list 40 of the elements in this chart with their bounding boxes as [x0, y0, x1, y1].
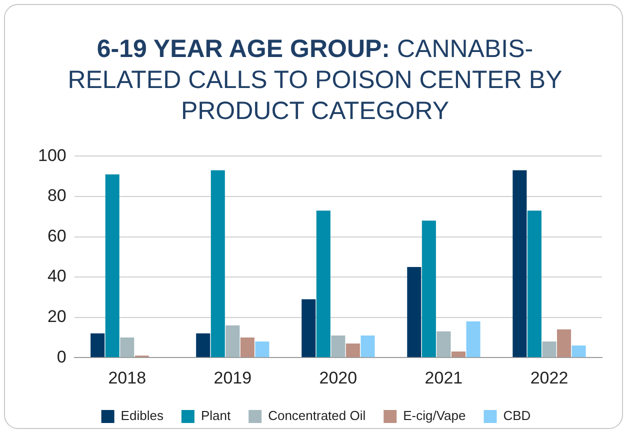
y-tick-label: 20	[47, 307, 66, 326]
bar	[226, 325, 240, 358]
bar	[90, 333, 105, 358]
bar	[240, 337, 254, 358]
y-tick-label: 80	[47, 186, 66, 206]
y-tick-label: 100	[38, 146, 66, 165]
bar	[331, 335, 346, 358]
bar	[422, 220, 436, 358]
bar	[451, 352, 466, 358]
legend-label: Edibles	[120, 408, 164, 424]
chart-title: 6-19 YEAR AGE GROUP: CANNABIS-RELATED CALLS TO POISON CENTER BY PRODUCT CATEGORY	[66, 34, 564, 127]
bar	[527, 210, 542, 358]
bar	[436, 331, 451, 358]
bar	[360, 335, 375, 358]
bar	[572, 346, 586, 358]
bar	[512, 170, 527, 358]
bar	[346, 344, 360, 358]
bar	[556, 329, 572, 358]
bar	[466, 321, 480, 358]
bar	[210, 170, 225, 358]
legend-label: Plant	[200, 408, 231, 424]
y-tick-label: 40	[47, 266, 66, 286]
bar	[120, 337, 134, 358]
bar	[407, 266, 422, 358]
bar	[302, 299, 316, 358]
bar	[196, 333, 210, 358]
bar	[316, 210, 330, 358]
legend-label: E-cig/Vape	[403, 408, 466, 424]
y-tick-label: 60	[47, 226, 66, 246]
legend-label: Concentrated Oil	[268, 408, 366, 424]
legend-label: CBD	[503, 408, 531, 424]
x-tick-label: 2022	[530, 368, 568, 388]
x-tick-label: 2018	[108, 368, 146, 388]
x-tick-label: 2020	[319, 368, 358, 388]
bar	[105, 174, 120, 358]
y-tick-label: 0	[56, 347, 66, 366]
x-tick-label: 2019	[214, 368, 252, 388]
bar	[542, 341, 556, 358]
bar	[255, 341, 270, 358]
x-tick-label: 2021	[424, 368, 463, 388]
